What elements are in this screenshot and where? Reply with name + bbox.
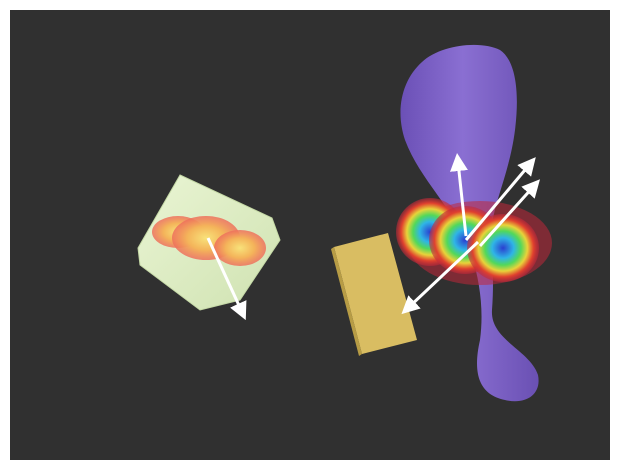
arrow-up: [450, 153, 468, 237]
arrow-down-left: [401, 240, 480, 315]
warm-contact-blob: [152, 216, 266, 266]
gold-plank[interactable]: [331, 233, 417, 356]
arrow-block: [206, 237, 247, 321]
3d-viewport[interactable]: [10, 10, 610, 460]
arrow-up-right-2: [478, 179, 541, 248]
rainbow-contact-blob: [396, 198, 552, 285]
arrow-up-right-1: [464, 157, 536, 241]
force-arrows: [206, 153, 541, 321]
scene-canvas: [137, 44, 552, 402]
